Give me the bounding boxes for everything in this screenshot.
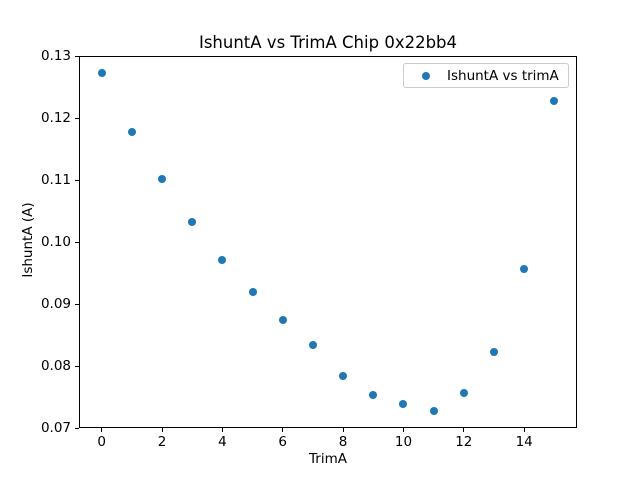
x-tick-label: 0 xyxy=(97,434,106,450)
y-tick-label: 0.09 xyxy=(40,296,71,312)
y-tick xyxy=(75,427,79,429)
y-tick xyxy=(75,241,79,243)
y-tick-label: 0.13 xyxy=(40,48,71,64)
y-tick-label: 0.08 xyxy=(40,358,71,374)
x-tick-label: 12 xyxy=(455,434,473,450)
x-tick-label: 4 xyxy=(218,434,227,450)
data-point xyxy=(339,371,348,380)
data-point xyxy=(490,347,498,356)
y-tick-label: 0.10 xyxy=(40,234,71,250)
y-tick-label: 0.07 xyxy=(40,420,71,436)
y-tick xyxy=(75,117,79,119)
y-tick-label: 0.11 xyxy=(40,172,71,188)
x-tick xyxy=(101,428,103,432)
legend-label: IshuntA vs trimA xyxy=(447,67,559,84)
y-tick xyxy=(75,179,79,181)
data-point xyxy=(158,174,166,183)
x-tick-label: 6 xyxy=(278,434,288,450)
data-point xyxy=(308,340,317,349)
x-tick xyxy=(342,428,344,432)
data-point xyxy=(429,407,438,416)
data-point xyxy=(97,69,106,78)
y-tick xyxy=(75,303,79,305)
y-axis-label: IshuntA (A) xyxy=(20,202,36,278)
x-tick xyxy=(282,428,284,432)
data-point xyxy=(278,316,287,325)
x-axis-label: TrimA xyxy=(309,451,347,467)
legend-marker-icon xyxy=(422,71,430,80)
x-tick xyxy=(523,428,525,432)
y-tick xyxy=(75,365,79,367)
plot-area xyxy=(79,56,577,428)
chart-title: IshuntA vs TrimA Chip 0x22bb4 xyxy=(198,33,458,52)
y-tick xyxy=(75,55,79,57)
x-tick xyxy=(221,428,223,432)
data-point xyxy=(399,399,408,408)
y-tick-label: 0.12 xyxy=(40,110,71,126)
x-tick xyxy=(463,428,465,432)
data-point xyxy=(218,255,227,264)
data-point xyxy=(550,97,559,106)
x-tick xyxy=(402,428,404,432)
data-point xyxy=(459,389,468,398)
legend: IshuntA vs trimA xyxy=(403,63,569,88)
data-point xyxy=(127,128,136,137)
data-point xyxy=(520,264,529,273)
x-tick-label: 8 xyxy=(338,434,348,450)
x-tick-label: 10 xyxy=(394,434,413,450)
x-tick-label: 2 xyxy=(157,434,167,450)
data-point xyxy=(369,390,378,399)
data-point xyxy=(188,218,197,227)
x-tick-label: 14 xyxy=(515,434,533,450)
data-point xyxy=(248,287,257,296)
x-tick xyxy=(161,428,163,432)
